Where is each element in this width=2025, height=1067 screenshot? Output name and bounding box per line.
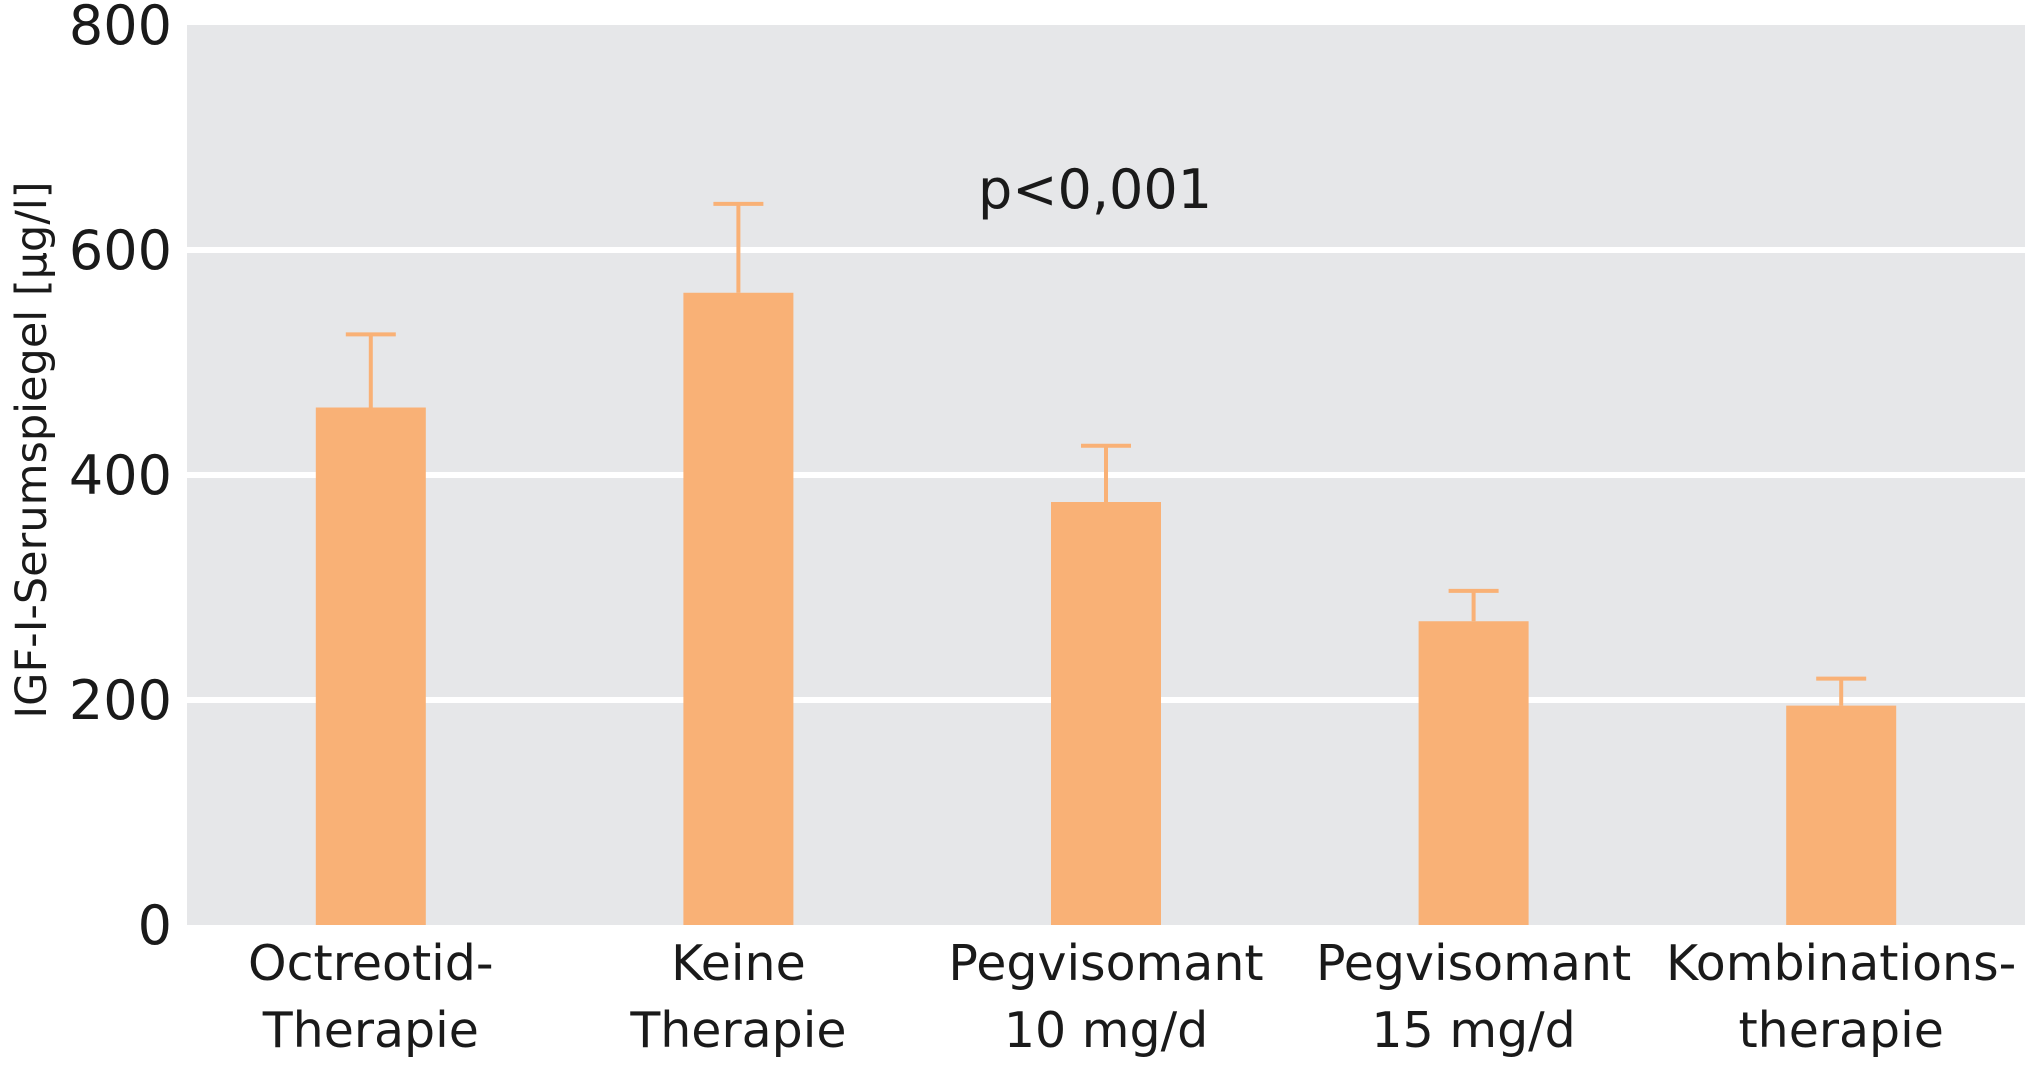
- bars: [315, 292, 1897, 925]
- bar: [1786, 705, 1897, 925]
- y-tick-label: 800: [69, 0, 172, 57]
- category-label: Therapie: [629, 1002, 846, 1059]
- category-label: Pegvisomant: [948, 935, 1263, 992]
- category-label: 10 mg/d: [1004, 1002, 1208, 1059]
- y-tick-label: 400: [69, 444, 172, 507]
- error-bars: [345, 201, 1867, 706]
- category-label: therapie: [1738, 1002, 1943, 1059]
- bar: [683, 292, 794, 925]
- error-bar: [1448, 588, 1499, 622]
- category-label: Kombinations-: [1666, 935, 2016, 992]
- bar: [1418, 621, 1529, 925]
- error-bar: [1081, 443, 1131, 502]
- category-label: Therapie: [262, 1002, 479, 1059]
- y-tick-label: 200: [69, 669, 172, 732]
- category-label: Keine: [671, 935, 806, 992]
- category-label: Pegvisomant: [1316, 935, 1631, 992]
- y-tick-labels: 0 200 400 600 800: [69, 0, 172, 957]
- category-label: Octreotid-: [248, 935, 494, 992]
- y-tick-label: 600: [69, 219, 172, 282]
- y-tick-label: 0: [138, 894, 172, 957]
- category-label: 15 mg/d: [1371, 1002, 1575, 1059]
- bar: [315, 407, 426, 925]
- error-bar: [713, 201, 764, 293]
- error-bar: [345, 332, 396, 408]
- category-labels: Octreotid- Therapie Keine Therapie Pegvisoma…: [248, 935, 2016, 1059]
- error-bar: [1816, 676, 1867, 706]
- significance-annotation: p<0,001: [978, 158, 1212, 221]
- bar: [1051, 502, 1161, 925]
- y-axis-label: IGF-I-Serumspiegel [µg/l]: [7, 181, 57, 718]
